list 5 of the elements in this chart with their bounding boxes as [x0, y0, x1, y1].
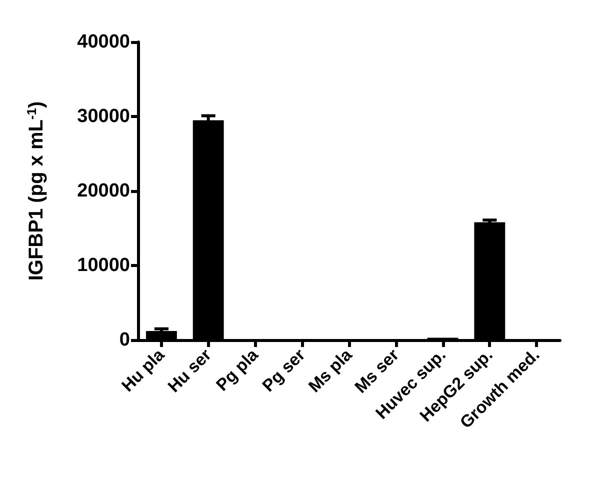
y-tick-label: 10000 — [77, 255, 130, 276]
y-tick-label: 20000 — [77, 180, 130, 202]
y-tick-label: 40000 — [77, 32, 130, 52]
y-tick-label: 30000 — [77, 106, 130, 127]
y-axis-title: IGFBP1 (pg x mL-1) — [24, 101, 48, 281]
